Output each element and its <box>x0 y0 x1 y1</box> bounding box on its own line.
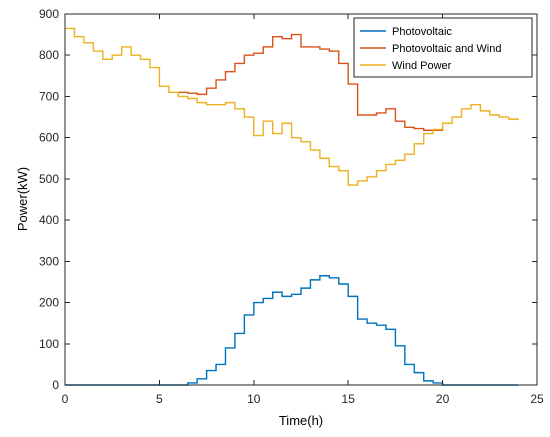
series-line-wind-power <box>65 27 519 186</box>
x-tick-label: 25 <box>530 392 544 406</box>
x-tick-label: 20 <box>436 392 450 406</box>
y-tick-label: 700 <box>39 89 59 103</box>
y-axis-title: Power(kW) <box>15 167 30 231</box>
x-axis: 0 5 10 15 20 25 <box>62 14 544 406</box>
y-tick-label: 100 <box>39 337 59 351</box>
legend-label-photovoltaic: Photovoltaic <box>392 26 452 38</box>
y-tick-label: 500 <box>39 172 59 186</box>
y-axis: 0 100 200 300 400 500 600 700 800 900 <box>39 7 537 392</box>
y-tick-label: 600 <box>39 131 59 145</box>
series-layer <box>65 27 519 386</box>
x-tick-label: 0 <box>62 392 69 406</box>
y-tick-label: 900 <box>39 7 59 21</box>
x-tick-label: 5 <box>156 392 163 406</box>
x-tick-label: 10 <box>247 392 261 406</box>
legend-label-photovoltaic-and-wind: Photovoltaic and Wind <box>392 43 501 55</box>
series-line-photovoltaic <box>65 275 519 386</box>
series-line-photovoltaic-and-wind <box>178 33 444 131</box>
x-axis-title: Time(h) <box>279 413 323 428</box>
y-tick-label: 300 <box>39 254 59 268</box>
y-tick-label: 0 <box>52 378 59 392</box>
plot-frame <box>64 13 538 386</box>
y-tick-label: 400 <box>39 213 59 227</box>
y-tick-label: 200 <box>39 296 59 310</box>
x-tick-label: 15 <box>342 392 356 406</box>
legend-label-wind-power: Wind Power <box>392 60 452 72</box>
y-tick-label: 800 <box>39 48 59 62</box>
legend: Photovoltaic Photovoltaic and Wind Wind Po… <box>353 17 533 78</box>
